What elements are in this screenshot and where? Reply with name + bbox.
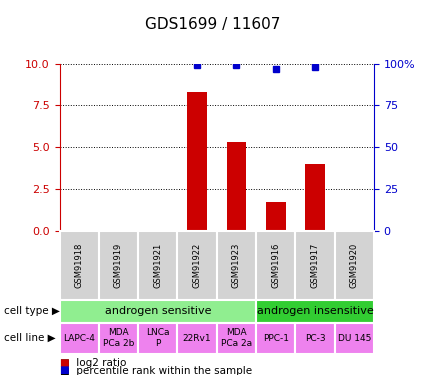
Text: cell type ▶: cell type ▶ [4,306,60,316]
Bar [227,142,246,231]
Text: MDA
PCa 2b: MDA PCa 2b [103,328,134,348]
Text: 22Rv1: 22Rv1 [183,334,211,343]
Text: ■  percentile rank within the sample: ■ percentile rank within the sample [60,366,252,375]
Text: GDS1699 / 11607: GDS1699 / 11607 [145,17,280,32]
Text: ■: ■ [60,366,69,375]
Text: GSM91919: GSM91919 [114,243,123,288]
Bar [266,202,286,231]
Text: GSM91916: GSM91916 [271,243,280,288]
Text: GSM91923: GSM91923 [232,243,241,288]
Text: androgen sensitive: androgen sensitive [105,306,211,316]
Text: PC-3: PC-3 [305,334,326,343]
Text: MDA
PCa 2a: MDA PCa 2a [221,328,252,348]
Text: GSM91922: GSM91922 [193,243,201,288]
Text: androgen insensitive: androgen insensitive [257,306,374,316]
Text: cell line ▶: cell line ▶ [4,333,56,343]
Text: LAPC-4: LAPC-4 [63,334,95,343]
Text: DU 145: DU 145 [337,334,371,343]
Text: ■: ■ [60,358,69,368]
Text: GSM91921: GSM91921 [153,243,162,288]
Text: GSM91917: GSM91917 [311,243,320,288]
Text: GSM91920: GSM91920 [350,243,359,288]
Bar [305,164,325,231]
Text: GSM91918: GSM91918 [75,243,84,288]
Text: PPC-1: PPC-1 [263,334,289,343]
Text: LNCa
P: LNCa P [146,328,170,348]
Bar [187,92,207,231]
Text: ■  log2 ratio: ■ log2 ratio [60,358,126,368]
